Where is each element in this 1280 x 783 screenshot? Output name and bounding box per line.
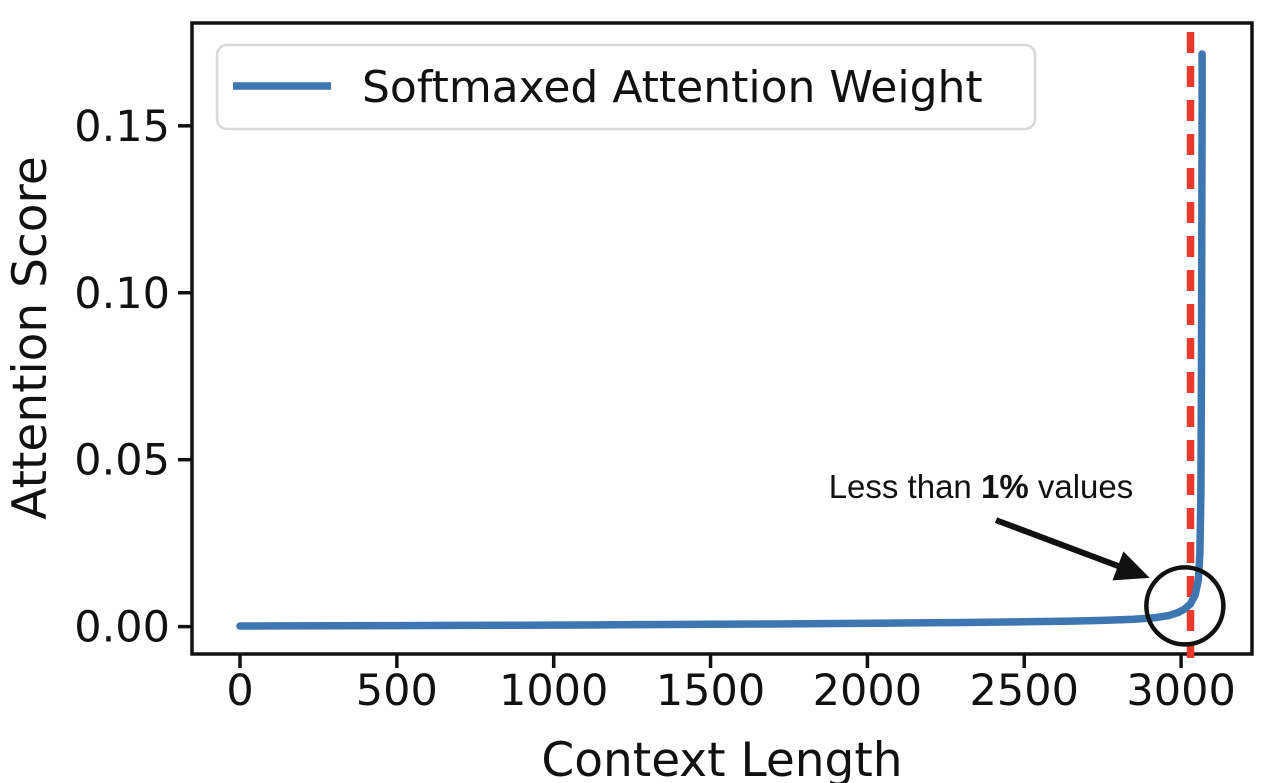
y-axis-ticks: 0.00 0.05 0.10 0.15 xyxy=(74,102,192,653)
plot-area xyxy=(190,21,1254,656)
x-axis-tick-label: 1500 xyxy=(656,666,765,716)
x-axis-label: Context Length xyxy=(541,733,902,783)
annotation-arrowhead xyxy=(1112,551,1150,581)
annotation-arrow-line xyxy=(994,517,1123,571)
annotation-group: Less than 1% values xyxy=(829,468,1226,647)
legend-box xyxy=(215,43,1037,131)
attention-curve xyxy=(236,50,1206,630)
annotation-text: Less than 1% values xyxy=(829,468,1134,505)
x-axis-tick-label: 2000 xyxy=(813,666,922,716)
x-axis-tick-label: 3000 xyxy=(1126,666,1235,716)
x-axis-tick-label: 500 xyxy=(356,666,438,716)
series-group xyxy=(236,50,1206,630)
legend-label: Softmaxed Attention Weight xyxy=(362,62,983,113)
x-axis-tick-label: 1000 xyxy=(499,666,608,716)
y-axis-tick-label: 0.05 xyxy=(74,436,170,486)
legend: Softmaxed Attention Weight xyxy=(215,43,1037,131)
annotation-circle xyxy=(1144,565,1226,647)
y-axis-label: Attention Score xyxy=(3,156,58,520)
x-axis-tick-label: 2500 xyxy=(970,666,1079,716)
y-axis-tick-label: 0.00 xyxy=(74,603,170,653)
y-axis-tick-label: 0.15 xyxy=(74,102,170,152)
x-axis-ticks: 0 500 1000 1500 2000 2500 3000 xyxy=(226,654,1236,716)
y-axis-tick-label: 0.10 xyxy=(74,269,170,319)
x-axis-tick-label: 0 xyxy=(226,666,253,716)
